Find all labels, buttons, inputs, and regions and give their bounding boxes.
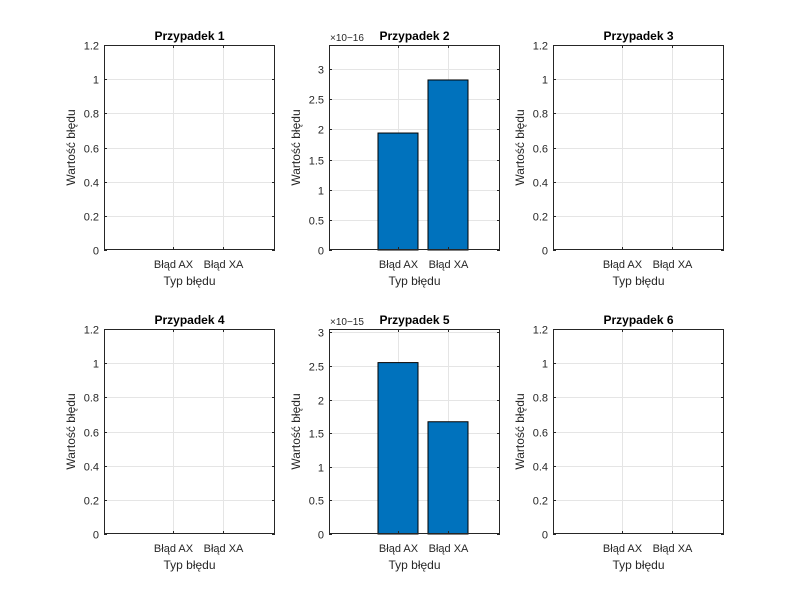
- x-tick-label: Błąd XA: [429, 543, 469, 555]
- y-tick-label: 1: [542, 75, 548, 87]
- chart-title: Przypadek 6: [603, 313, 673, 327]
- axes-box: [553, 329, 724, 534]
- y-tick-label: 0.2: [533, 496, 548, 508]
- subplot-2: 0 0.5 1 1.5 2 2.5 3 Błąd AX Błąd XA Przypadek 2 ×1…: [289, 29, 500, 288]
- bar-bląd-ax: [377, 362, 419, 535]
- y-exponent-label: ×10−16: [330, 33, 364, 44]
- y-tick-label: 1.2: [533, 325, 548, 337]
- x-tick-label: Błąd AX: [154, 259, 194, 271]
- subplot-5: 0 0.5 1 1.5 2 2.5 3 Błąd AX Błąd XA Przypadek 5 ×1…: [289, 313, 500, 572]
- plot-area: [104, 45, 275, 250]
- x-tick-label: Błąd AX: [603, 543, 643, 555]
- chart-title: Przypadek 1: [154, 29, 224, 43]
- y-tick-label: 0.8: [533, 109, 548, 121]
- y-tick-label: 2.5: [309, 362, 324, 374]
- x-tick-label: Błąd XA: [653, 543, 693, 555]
- y-axis-label: Wartość błędu: [64, 393, 78, 469]
- y-tick-label: 0: [93, 530, 99, 542]
- y-tick-label: 1.2: [533, 41, 548, 53]
- x-tick-label: Błąd XA: [653, 259, 693, 271]
- axes-box: [104, 329, 275, 534]
- axes-box: [553, 45, 724, 250]
- x-axis-label: Typ błędu: [388, 558, 440, 572]
- y-tick-label: 0: [93, 246, 99, 258]
- y-tick-label: 0.5: [309, 216, 324, 228]
- y-tick-label: 0.6: [84, 144, 99, 156]
- plot-area: [553, 45, 724, 250]
- x-axis-label: Typ błędu: [163, 558, 215, 572]
- y-tick-label: 0.4: [84, 178, 99, 190]
- axes-box: [329, 45, 500, 250]
- y-tick-label: 0.8: [84, 109, 99, 121]
- bar-bląd-ax: [377, 132, 419, 251]
- y-tick-label: 0: [542, 530, 548, 542]
- subplot-1: 0 0.2 0.4 0.6 0.8 1 1.2 Błąd AX Błąd XA Przypadek…: [64, 29, 275, 288]
- x-tick-label: Błąd XA: [429, 259, 469, 271]
- x-axis-label: Typ błędu: [612, 274, 664, 288]
- x-tick-label: Błąd AX: [379, 543, 419, 555]
- axes-box: [104, 45, 275, 250]
- y-axis-label: Wartość błędu: [289, 109, 303, 185]
- y-tick-label: 1.5: [309, 156, 324, 168]
- x-axis-label: Typ błędu: [612, 558, 664, 572]
- y-tick-label: 1: [318, 186, 324, 198]
- x-tick-label: Błąd AX: [603, 259, 643, 271]
- x-axis-label: Typ błędu: [163, 274, 215, 288]
- bar-bląd-xa: [427, 421, 469, 535]
- x-tick-label: Błąd AX: [379, 259, 419, 271]
- y-tick-label: 1: [93, 75, 99, 87]
- y-axis-label: Wartość błędu: [64, 109, 78, 185]
- y-tick-label: 0.4: [533, 178, 548, 190]
- y-tick-label: 0.4: [84, 462, 99, 474]
- y-axis-label: Wartość błędu: [513, 109, 527, 185]
- chart-title: Przypadek 4: [154, 313, 224, 327]
- y-tick-label: 0.6: [84, 428, 99, 440]
- y-tick-label: 1.5: [309, 429, 324, 441]
- x-tick-label: Błąd XA: [204, 259, 244, 271]
- chart-title: Przypadek 3: [603, 29, 673, 43]
- y-tick-label: 3: [318, 328, 324, 340]
- chart-title: Przypadek 2: [379, 29, 449, 43]
- axes-box: [329, 329, 500, 534]
- plot-area: [553, 329, 724, 534]
- chart-title: Przypadek 5: [379, 313, 449, 327]
- y-axis-label: Wartość błędu: [289, 393, 303, 469]
- plot-area: [104, 329, 275, 534]
- x-tick-label: Błąd AX: [154, 543, 194, 555]
- y-exponent-label: ×10−15: [330, 317, 364, 328]
- y-tick-label: 0.6: [533, 144, 548, 156]
- y-tick-label: 1: [93, 359, 99, 371]
- y-axis-label: Wartość błędu: [513, 393, 527, 469]
- y-tick-label: 0: [318, 530, 324, 542]
- y-tick-label: 1: [318, 463, 324, 475]
- y-tick-label: 2: [318, 396, 324, 408]
- y-tick-label: 0.2: [84, 496, 99, 508]
- y-tick-label: 0: [542, 246, 548, 258]
- subplot-4: 0 0.2 0.4 0.6 0.8 1 1.2 Błąd AX Błąd XA Przypadek…: [64, 313, 275, 572]
- y-tick-label: 0.8: [533, 393, 548, 405]
- y-tick-label: 0.8: [84, 393, 99, 405]
- y-tick-label: 0.2: [84, 212, 99, 224]
- x-tick-label: Błąd XA: [204, 543, 244, 555]
- y-tick-label: 2: [318, 125, 324, 137]
- y-tick-label: 0: [318, 246, 324, 258]
- y-tick-label: 1.2: [84, 325, 99, 337]
- y-tick-label: 2.5: [309, 95, 324, 107]
- y-tick-label: 1.2: [84, 41, 99, 53]
- y-tick-label: 0.6: [533, 428, 548, 440]
- y-tick-label: 0.4: [533, 462, 548, 474]
- y-tick-label: 0.2: [533, 212, 548, 224]
- y-tick-label: 3: [318, 65, 324, 77]
- subplot-3: 0 0.2 0.4 0.6 0.8 1 1.2 Błąd AX Błąd XA Przypadek…: [513, 29, 724, 288]
- x-axis-label: Typ błędu: [388, 274, 440, 288]
- y-tick-label: 0.5: [309, 496, 324, 508]
- y-tick-label: 1: [542, 359, 548, 371]
- bar-bląd-xa: [427, 79, 469, 251]
- subplot-6: 0 0.2 0.4 0.6 0.8 1 1.2 Błąd AX Błąd XA Przypadek…: [513, 313, 724, 572]
